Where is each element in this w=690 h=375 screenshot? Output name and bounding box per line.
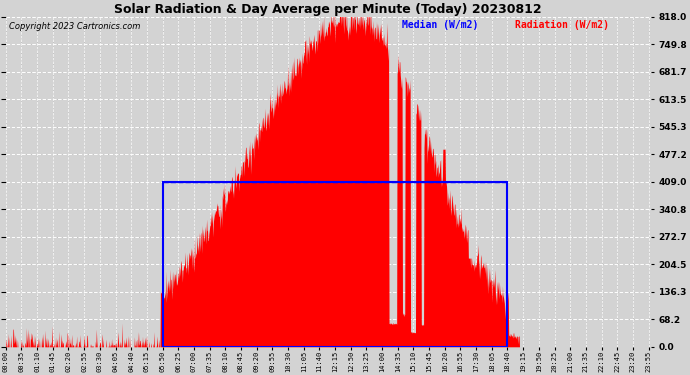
Bar xyxy=(163,182,508,347)
Text: Radiation (W/m2): Radiation (W/m2) xyxy=(515,20,609,30)
Title: Solar Radiation & Day Average per Minute (Today) 20230812: Solar Radiation & Day Average per Minute… xyxy=(115,3,542,16)
Text: Median (W/m2): Median (W/m2) xyxy=(402,20,479,30)
Text: Copyright 2023 Cartronics.com: Copyright 2023 Cartronics.com xyxy=(9,22,140,31)
